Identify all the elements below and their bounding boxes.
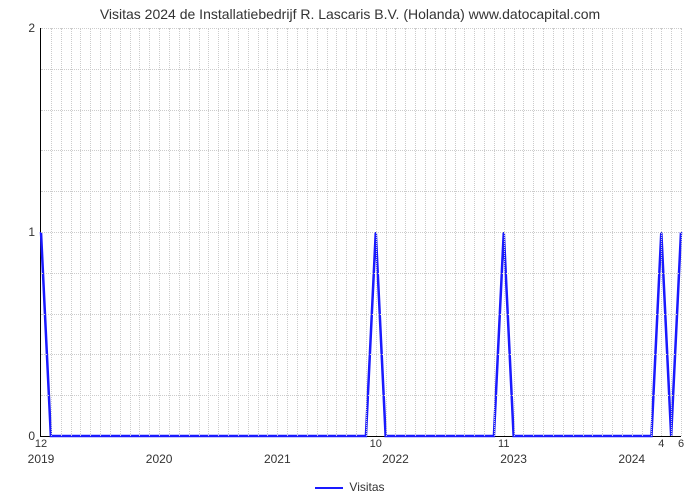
grid-line-v [523,28,524,436]
grid-line-v [336,28,337,436]
grid-line-v [671,28,672,436]
plot-area: 01220192020202120222023202412101146 [40,28,681,437]
grid-line-v [248,28,249,436]
chart-container: Visitas 2024 de Installatiebedrijf R. La… [0,0,700,500]
grid-line-v [592,28,593,436]
x-tick-label: 2020 [146,436,173,466]
grid-line-v [642,28,643,436]
point-label: 6 [678,436,684,450]
grid-line-v [455,28,456,436]
grid-line-h [41,314,681,315]
grid-line-v [51,28,52,436]
grid-line-v [149,28,150,436]
grid-line-v [100,28,101,436]
chart-title: Visitas 2024 de Installatiebedrijf R. La… [0,6,700,22]
grid-line-v [297,28,298,436]
grid-line-v [632,28,633,436]
grid-line-v [159,28,160,436]
grid-line-v [514,28,515,436]
grid-line-v [425,28,426,436]
grid-line-h [41,395,681,396]
grid-line-v [90,28,91,436]
grid-line-h [41,354,681,355]
grid-line-v [199,28,200,436]
grid-line-v [356,28,357,436]
grid-line-v [258,28,259,436]
y-tick-label: 2 [28,21,41,35]
grid-line-v [494,28,495,436]
point-label: 10 [370,436,382,450]
grid-line-v [553,28,554,436]
grid-line-v [415,28,416,436]
grid-line-v [218,28,219,436]
grid-line-v [366,28,367,436]
grid-line-v [287,28,288,436]
grid-line-v [228,28,229,436]
grid-line-v [445,28,446,436]
grid-line-h [41,150,681,151]
grid-line-v [395,28,396,436]
grid-line-h [41,273,681,274]
grid-line-h [41,28,681,29]
grid-line-v [71,28,72,436]
grid-line-v [307,28,308,436]
grid-line-v [612,28,613,436]
grid-line-v [435,28,436,436]
grid-line-v [376,28,377,436]
grid-line-v [267,28,268,436]
point-label: 4 [658,436,664,450]
grid-line-v [563,28,564,436]
x-tick-label: 2021 [264,436,291,466]
grid-line-v [386,28,387,436]
y-tick-label: 1 [28,225,41,239]
grid-line-h [41,232,681,233]
grid-line-v [474,28,475,436]
grid-line-h [41,110,681,111]
grid-line-v [583,28,584,436]
x-tick-label: 2022 [382,436,409,466]
grid-line-v [504,28,505,436]
grid-line-v [238,28,239,436]
grid-line-v [110,28,111,436]
grid-line-h [41,191,681,192]
legend-label: Visitas [349,480,384,494]
grid-line-v [139,28,140,436]
grid-line-v [277,28,278,436]
grid-line-v [130,28,131,436]
grid-line-h [41,69,681,70]
grid-line-v [61,28,62,436]
grid-line-v [533,28,534,436]
grid-line-v [317,28,318,436]
grid-line-v [80,28,81,436]
grid-line-v [169,28,170,436]
grid-line-v [622,28,623,436]
x-tick-label: 2024 [618,436,645,466]
grid-line-v [573,28,574,436]
grid-line-v [661,28,662,436]
legend: Visitas [0,480,700,494]
grid-line-v [543,28,544,436]
grid-line-v [602,28,603,436]
grid-line-v [189,28,190,436]
grid-line-v [208,28,209,436]
grid-line-v [405,28,406,436]
point-label: 11 [498,436,509,450]
grid-line-v [464,28,465,436]
grid-line-v [484,28,485,436]
legend-swatch [315,487,343,489]
grid-line-v [651,28,652,436]
grid-line-v [346,28,347,436]
grid-line-v [179,28,180,436]
point-label: 12 [35,436,47,450]
grid-line-v [120,28,121,436]
grid-line-v [681,28,682,436]
grid-line-v [327,28,328,436]
